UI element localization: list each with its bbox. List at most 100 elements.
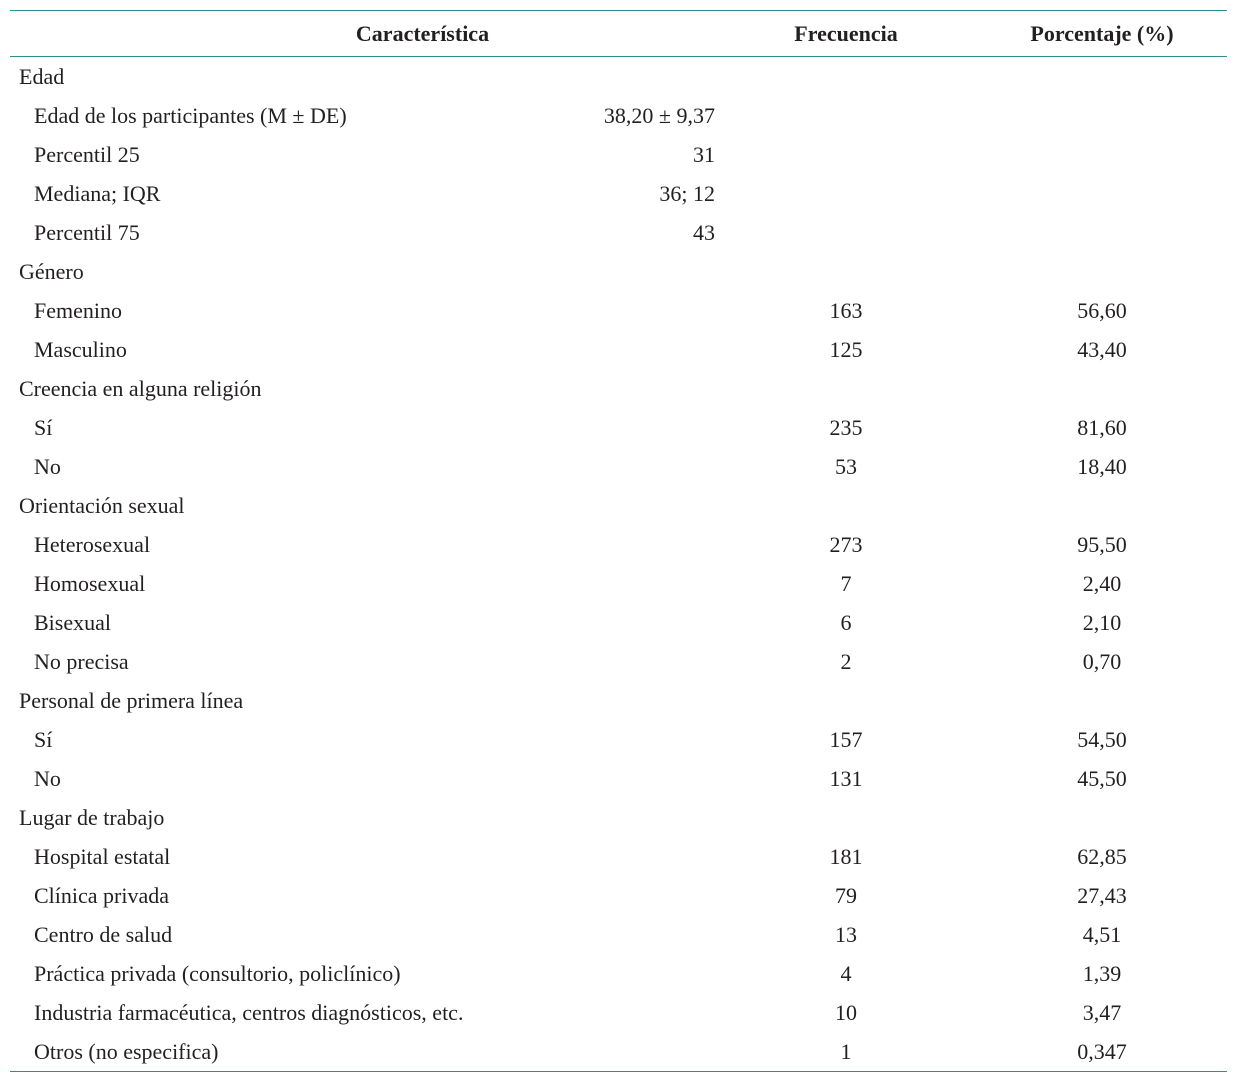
row-percentage: 54,50: [1077, 726, 1127, 752]
row-percentage: 0,347: [1077, 1038, 1127, 1064]
row-percentage: [977, 369, 1227, 408]
row-frequency: 125: [829, 336, 863, 362]
table-row: Industria farmacéutica, centros diagnóst…: [10, 993, 1227, 1032]
table-row: No 53 18,40: [10, 447, 1227, 486]
table-row: Mediana; IQR 36; 12: [10, 174, 1227, 213]
row-value: [510, 447, 715, 486]
header-characteristic: Característica: [10, 11, 715, 57]
table-row: Sí 235 81,60: [10, 408, 1227, 447]
row-value: [510, 330, 715, 369]
row-label: Centro de salud: [34, 921, 173, 947]
row-frequency: 157: [829, 726, 863, 752]
row-label: Práctica privada (consultorio, policlíni…: [34, 960, 401, 986]
row-percentage: 2,40: [1082, 570, 1122, 596]
row-value: [510, 876, 715, 915]
row-label: Hospital estatal: [34, 843, 171, 869]
row-value: [510, 603, 715, 642]
row-value: [510, 486, 715, 525]
row-label: Sí: [34, 726, 53, 752]
table-row: Femenino 163 56,60: [10, 291, 1227, 330]
table-category-row: Creencia en alguna religión: [10, 369, 1227, 408]
header-percentage: Porcentaje (%): [977, 11, 1227, 57]
row-frequency: [715, 486, 977, 525]
row-percentage: [977, 798, 1227, 837]
row-label: Bisexual: [34, 609, 111, 635]
row-percentage: 95,50: [1077, 531, 1127, 557]
characteristics-table: Característica Frecuencia Porcentaje (%)…: [10, 11, 1227, 1071]
table-row: Hospital estatal 181 62,85: [10, 837, 1227, 876]
table-row: Percentil 25 31: [10, 135, 1227, 174]
row-label: No: [34, 453, 61, 479]
row-percentage: 1,39: [1082, 960, 1122, 986]
row-value: [510, 759, 715, 798]
table-header-row: Característica Frecuencia Porcentaje (%): [10, 11, 1227, 57]
row-label: Industria farmacéutica, centros diagnóst…: [34, 999, 464, 1025]
row-frequency: 235: [829, 414, 863, 440]
row-value: 36; 12: [659, 180, 715, 206]
table-category-row: Orientación sexual: [10, 486, 1227, 525]
row-value: [510, 1032, 715, 1071]
row-frequency: 273: [829, 531, 863, 557]
table-body: Edad Edad de los participantes (M ± DE) 38…: [10, 57, 1227, 1072]
row-frequency: 13: [835, 921, 857, 947]
row-percentage: 2,10: [1082, 609, 1122, 635]
row-percentage: 45,50: [1077, 765, 1127, 791]
row-value: [510, 681, 715, 720]
table-row: Homosexual 7 2,40: [10, 564, 1227, 603]
row-label: No precisa: [34, 648, 129, 674]
table-row: Edad de los participantes (M ± DE) 38,20 …: [10, 96, 1227, 135]
row-value: [510, 408, 715, 447]
row-label: Percentil 25: [34, 141, 140, 167]
row-percentage: 27,43: [1077, 882, 1127, 908]
table-row: Masculino 125 43,40: [10, 330, 1227, 369]
row-label: Otros (no especifica): [34, 1038, 219, 1064]
row-percentage: [977, 96, 1227, 135]
category-label: Edad: [19, 63, 65, 89]
table-row: Clínica privada 79 27,43: [10, 876, 1227, 915]
row-frequency: 7: [840, 570, 852, 596]
row-percentage: [977, 174, 1227, 213]
table-category-row: Edad: [10, 57, 1227, 97]
row-value: [510, 252, 715, 291]
row-value: [510, 57, 715, 97]
category-label: Lugar de trabajo: [19, 804, 165, 830]
row-frequency: [715, 57, 977, 97]
row-frequency: 4: [840, 960, 852, 986]
row-value: [510, 369, 715, 408]
row-frequency: 1: [840, 1038, 852, 1064]
row-value: 31: [693, 141, 715, 167]
row-value: [510, 525, 715, 564]
category-label: Género: [19, 258, 84, 284]
row-percentage: [977, 57, 1227, 97]
row-label: Sí: [34, 414, 53, 440]
row-percentage: 18,40: [1077, 453, 1127, 479]
row-percentage: 62,85: [1077, 843, 1127, 869]
row-percentage: [977, 213, 1227, 252]
row-label: Percentil 75: [34, 219, 140, 245]
row-value: [510, 642, 715, 681]
row-percentage: [977, 486, 1227, 525]
row-value: [510, 720, 715, 759]
row-value: 43: [693, 219, 715, 245]
table-row: Centro de salud 13 4,51: [10, 915, 1227, 954]
table-row: Heterosexual 273 95,50: [10, 525, 1227, 564]
row-label: Clínica privada: [34, 882, 170, 908]
row-frequency: [715, 135, 977, 174]
row-frequency: [715, 369, 977, 408]
row-percentage: 3,47: [1082, 999, 1122, 1025]
row-label: Heterosexual: [34, 531, 151, 557]
row-label: Homosexual: [34, 570, 146, 596]
row-value: [510, 291, 715, 330]
row-frequency: 6: [840, 609, 852, 635]
row-frequency: [715, 96, 977, 135]
row-value: [510, 915, 715, 954]
table-row: Otros (no especifica) 1 0,347: [10, 1032, 1227, 1071]
table-row: No 131 45,50: [10, 759, 1227, 798]
row-frequency: 53: [835, 453, 857, 479]
row-value: 38,20 ± 9,37: [603, 102, 715, 128]
row-value: [510, 993, 715, 1032]
row-label: Masculino: [34, 336, 127, 362]
row-frequency: [715, 213, 977, 252]
row-percentage: 56,60: [1077, 297, 1127, 323]
row-value: [510, 954, 715, 993]
